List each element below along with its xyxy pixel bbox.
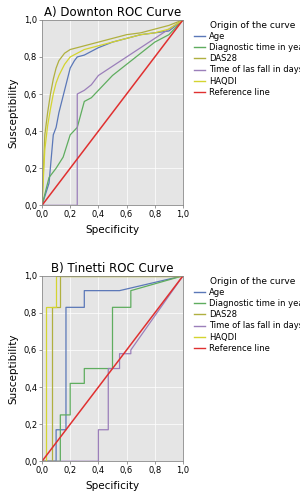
Legend: Age, Diagnostic time in years, DAS28, Time of las fall in days, HAQDI, Reference: Age, Diagnostic time in years, DAS28, Ti… (193, 276, 300, 354)
Title: B) Tinetti ROC Curve: B) Tinetti ROC Curve (51, 261, 174, 275)
X-axis label: Specificity: Specificity (85, 481, 140, 491)
Y-axis label: Susceptibility: Susceptibility (8, 77, 18, 148)
X-axis label: Specificity: Specificity (85, 225, 140, 235)
Legend: Age, Diagnostic time in years, DAS28, Time of las fall in days, HAQDI, Reference: Age, Diagnostic time in years, DAS28, Ti… (193, 20, 300, 97)
Title: A) Downton ROC Curve: A) Downton ROC Curve (44, 5, 181, 19)
Y-axis label: Susceptibility: Susceptibility (8, 333, 18, 404)
